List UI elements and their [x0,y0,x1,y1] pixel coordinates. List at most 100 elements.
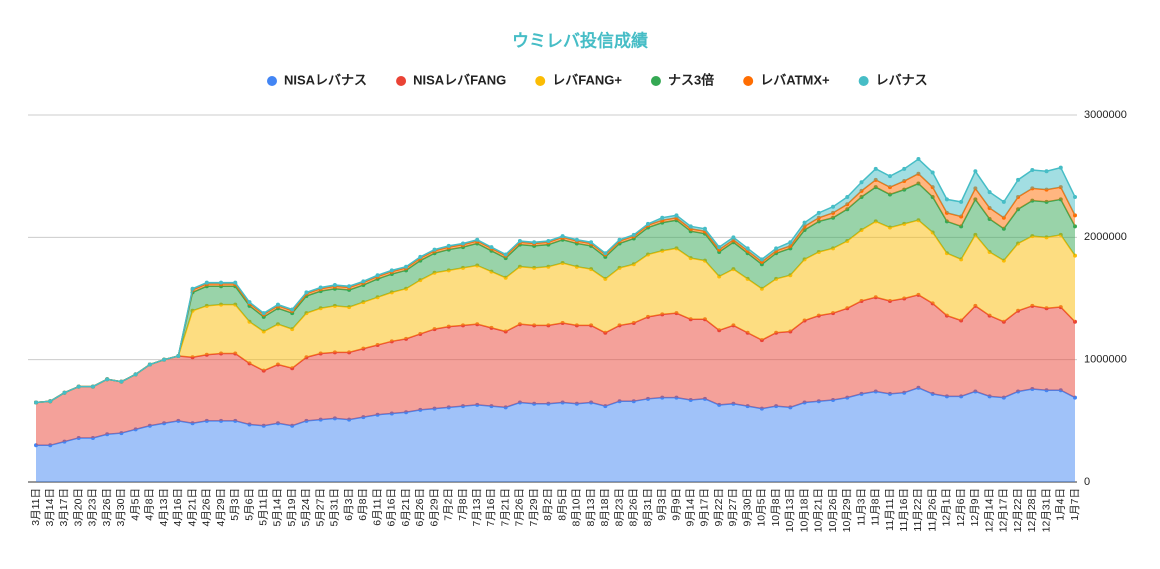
point [532,240,537,245]
x-tick-label: 12月9日 [969,488,981,527]
x-tick-label: 12月28日 [1026,488,1038,532]
point [959,199,964,204]
legend-label: ナス3倍 [668,72,714,87]
point [290,307,295,312]
x-tick-label: 5月27日 [314,488,326,527]
x-tick-label: 9月14日 [684,488,696,527]
x-tick-label: 10月5日 [756,488,768,527]
point [261,311,266,316]
point [973,169,978,174]
x-tick-label: 6月21日 [400,488,412,527]
point [119,379,124,384]
point [375,273,380,278]
legend-swatch [535,76,546,86]
point [1030,168,1035,173]
x-tick-label: 11月3日 [855,488,867,526]
point [247,300,252,305]
x-tick-label: 9月22日 [713,488,725,527]
point [873,166,878,171]
point [845,194,850,199]
area [36,294,1075,446]
point [76,384,81,389]
point [446,243,451,248]
x-tick-label: 11月26日 [926,488,938,532]
area [36,183,1075,403]
x-tick-label: 12月22日 [1012,488,1024,532]
x-tick-label: 7月21日 [499,488,511,527]
legend-label: レバATMX+ [760,72,830,87]
chart-title: ウミレバ投信成績 [512,30,648,50]
x-tick-label: 4月13日 [158,488,170,527]
legend-label: NISAレバFANG [413,72,506,87]
point [460,241,465,246]
x-tick-label: 6月29日 [428,488,440,527]
point [589,240,594,245]
point [574,237,579,242]
x-tick-label: 9月30日 [741,488,753,527]
point [560,234,565,239]
y-tick-label: 3000000 [1084,109,1127,121]
x-tick-label: 6月26日 [414,488,426,527]
legend-swatch [858,76,869,86]
point [90,384,95,389]
legend-swatch [396,76,407,86]
x-tick-label: 5月24日 [300,488,312,527]
x-tick-label: 5月31日 [329,488,341,527]
x-tick-label: 6月8日 [357,488,369,521]
point [275,302,280,307]
point [347,284,352,289]
point [774,246,779,251]
x-tick-label: 9月3日 [656,488,668,521]
point [674,213,679,218]
point [176,353,181,358]
x-tick-label: 11月22日 [912,488,924,532]
point [62,390,67,395]
point [318,285,323,290]
point [617,237,622,242]
point [1073,253,1077,258]
legend-swatch [267,76,277,86]
x-tick-label: 8月13日 [585,488,597,527]
x-tick-label: 4月16日 [172,488,184,527]
point [702,226,707,231]
x-tick-label: 3月30日 [115,488,127,527]
plot [34,157,1077,482]
x-tick-label: 3月14日 [44,488,56,527]
x-tick-label: 9月27日 [727,488,739,527]
x-tick-label: 12月31日 [1040,488,1052,532]
x-tick-label: 8月5日 [556,488,568,521]
point [546,239,551,244]
point [731,235,736,240]
x-tick-label: 6月3日 [343,488,355,521]
point [688,224,693,229]
point [503,252,508,257]
x-tick-label: 12月1日 [941,488,953,527]
x-tick-label: 4月21日 [186,488,198,527]
x-tick-label: 4月8日 [144,488,156,521]
point [304,290,309,295]
x-tick-label: 6月16日 [386,488,398,527]
x-tick-label: 1月4日 [1055,488,1067,521]
x-tick-label: 10月29日 [841,488,853,532]
legend-swatch [743,76,754,86]
point [944,197,949,202]
point [389,268,394,273]
x-tick-label: 5月11日 [258,488,270,526]
point [745,246,750,251]
x-tick-label: 7月26日 [514,488,526,527]
point [660,215,665,220]
x-tick-label: 5月6日 [243,488,255,521]
point [361,279,366,284]
x-tick-label: 8月26日 [628,488,640,527]
point [1044,169,1049,174]
point [1016,177,1021,182]
legend-label: レバナス [876,72,928,87]
area [36,159,1075,403]
point [162,357,167,362]
x-tick-label: 4月5日 [129,488,141,521]
x-tick-label: 9月17日 [699,488,711,527]
point [930,170,935,175]
point [1001,199,1006,204]
x-tick-label: 1月7日 [1069,488,1081,521]
